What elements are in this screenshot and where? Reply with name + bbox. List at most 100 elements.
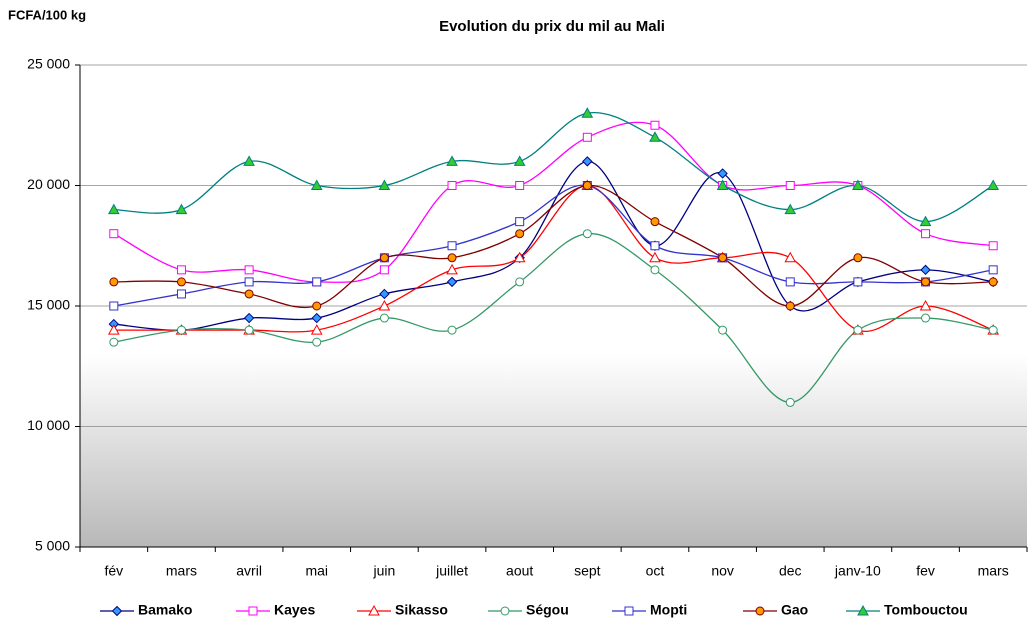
point: [515, 181, 525, 190]
x-tick-label: nov: [711, 563, 734, 579]
point: [784, 251, 797, 263]
legend-marker: [248, 606, 258, 616]
point: [109, 301, 119, 311]
point: [379, 253, 389, 263]
point: [582, 229, 592, 239]
point: [244, 325, 254, 335]
point: [312, 301, 322, 311]
point: [717, 168, 728, 179]
point: [447, 253, 457, 263]
point: [175, 203, 188, 215]
point: [107, 324, 120, 335]
point: [784, 203, 797, 215]
point: [109, 277, 119, 287]
point: [244, 289, 254, 299]
point: [107, 203, 120, 215]
point: [921, 229, 931, 239]
point: [988, 325, 998, 335]
series-line: [113, 184, 994, 309]
point: [109, 229, 119, 239]
y-tick-label: 25 000: [27, 56, 70, 72]
point: [582, 156, 593, 167]
point: [310, 179, 323, 190]
point: [244, 277, 254, 287]
legend-label: Kayes: [274, 602, 315, 618]
point: [243, 312, 255, 324]
point: [176, 277, 186, 287]
point: [447, 325, 457, 335]
x-tick-label: mars: [166, 563, 197, 579]
point: [785, 301, 795, 311]
point: [243, 155, 255, 166]
point: [650, 120, 660, 130]
x-tick-label: juin: [372, 563, 395, 579]
y-tick-label: 20 000: [27, 176, 70, 192]
point: [988, 265, 998, 275]
point: [785, 277, 795, 287]
point: [853, 277, 863, 287]
x-tick-label: juillet: [435, 563, 468, 579]
x-tick-label: janv-10: [834, 563, 881, 579]
point: [650, 217, 660, 227]
series-line: [113, 233, 994, 404]
x-tick-label: fév: [104, 563, 123, 579]
point: [447, 241, 457, 251]
legend-marker: [624, 606, 634, 616]
point: [988, 277, 998, 287]
point: [716, 179, 729, 190]
point: [515, 277, 525, 287]
point: [515, 217, 525, 227]
point: [582, 181, 592, 190]
x-tick-label: fev: [916, 563, 935, 579]
x-tick-label: sept: [574, 563, 601, 579]
x-tick-label: avril: [236, 563, 262, 579]
point: [378, 179, 391, 190]
point: [244, 265, 254, 275]
legend-label: Ségou: [526, 602, 569, 618]
legend-label: Tombouctou: [884, 602, 968, 618]
point: [310, 324, 323, 335]
point: [785, 181, 795, 190]
legend-label: Sikasso: [395, 602, 448, 618]
point: [515, 229, 525, 239]
point: [921, 313, 931, 323]
legend-label: Mopti: [650, 602, 687, 618]
point: [852, 179, 864, 190]
point: [312, 337, 322, 347]
y-tick-label: 10 000: [27, 417, 70, 433]
point: [649, 131, 661, 142]
point: [446, 276, 458, 288]
legend-marker: [755, 606, 765, 616]
legend-marker: [857, 604, 869, 616]
point: [921, 277, 931, 287]
x-tick-label: aout: [506, 563, 533, 579]
point: [718, 253, 728, 263]
point: [853, 325, 863, 335]
y-tick-label: 5 000: [35, 538, 70, 554]
point: [649, 251, 661, 263]
series-line: [113, 184, 994, 307]
point: [109, 337, 119, 347]
point: [446, 155, 458, 166]
point: [311, 312, 322, 324]
y-axis-label: FCFA/100 kg: [8, 7, 86, 22]
point: [379, 313, 389, 323]
point: [446, 263, 458, 275]
point: [718, 325, 728, 335]
point: [379, 265, 389, 275]
point: [650, 265, 660, 275]
legend-label: Gao: [781, 602, 808, 618]
point: [176, 325, 186, 335]
point: [987, 179, 1000, 190]
point: [582, 132, 592, 142]
point: [581, 107, 594, 118]
chart-title: Evolution du prix du mil au Mali: [439, 18, 665, 35]
point: [920, 264, 931, 276]
point: [379, 288, 390, 300]
point: [378, 299, 391, 311]
point: [853, 253, 863, 263]
point: [513, 155, 526, 166]
point: [919, 215, 932, 227]
point: [447, 181, 457, 190]
